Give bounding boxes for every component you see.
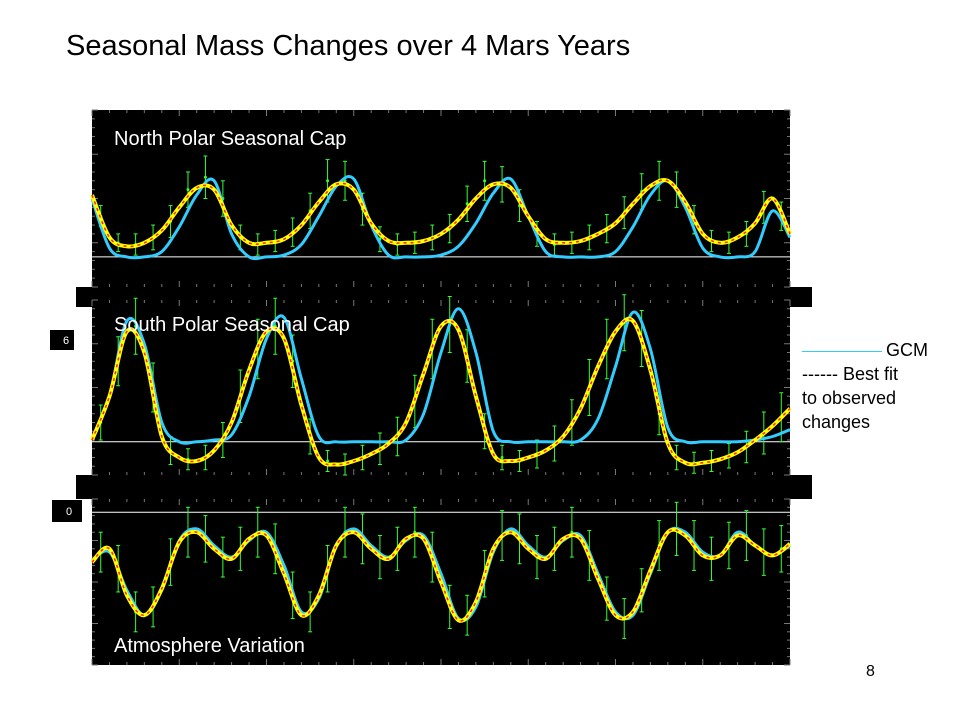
north-polar-cap-panel: North Polar Seasonal Cap <box>90 109 792 288</box>
legend-gcm-label: GCM <box>886 340 928 360</box>
observation-point <box>483 179 487 183</box>
gcm-legend-swatch <box>802 350 882 352</box>
tick-label-atmosphere: 0 <box>66 506 72 518</box>
plot-area <box>92 110 790 287</box>
legend-best-fit-line3: changes <box>802 412 871 432</box>
slide-title: Seasonal Mass Changes over 4 Mars Years <box>66 30 631 62</box>
panel-title: Atmosphere Variation <box>114 635 305 657</box>
south-polar-cap-panel: South Polar Seasonal Cap <box>90 294 792 476</box>
observation-point <box>500 456 504 459</box>
legend-best-fit-line2: to observed <box>802 388 897 408</box>
panel-title: North Polar Seasonal Cap <box>114 128 346 150</box>
tick-label-box-south <box>50 330 74 350</box>
legend-best-fit-line1: ------ Best fit <box>802 364 898 384</box>
legend-gcm-row: GCM <box>802 338 952 362</box>
panel-separator-bottom <box>76 475 812 499</box>
best-fit-dash-overlay <box>91 179 791 248</box>
gcm-series-line <box>90 307 791 445</box>
tick-label-south: 6 <box>63 335 69 347</box>
observation-point <box>326 459 330 463</box>
best-fit-dash-overlay <box>91 318 791 466</box>
observation-point <box>465 202 469 206</box>
tick-label-box-atmosphere <box>52 500 82 522</box>
atmosphere-variation-panel: Atmosphere Variation <box>90 498 792 666</box>
observation-point <box>203 175 207 179</box>
best-fit-series-line <box>90 527 792 623</box>
legend: GCM ------ Best fit to observed changes <box>802 338 952 434</box>
slide-number: 8 <box>866 663 875 680</box>
panel-title: South Polar Seasonal Cap <box>114 314 350 336</box>
observation-point <box>186 188 190 192</box>
observation-point <box>326 179 330 183</box>
